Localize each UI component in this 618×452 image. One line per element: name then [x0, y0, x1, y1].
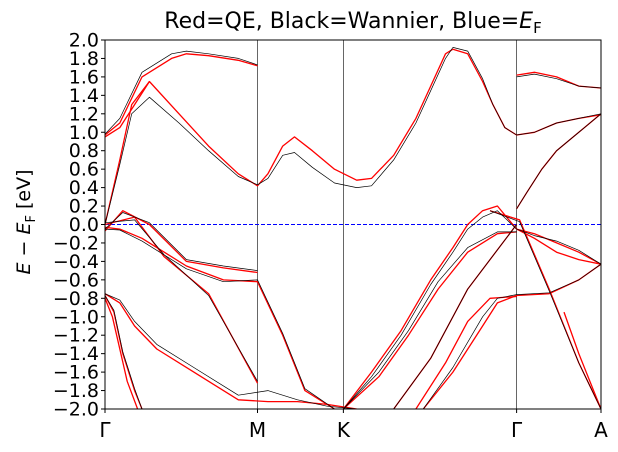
wannier-band-13 [423, 263, 601, 409]
x-tick-label: K [337, 418, 351, 442]
wannier-band-7 [452, 47, 601, 136]
wannier-band-1 [105, 228, 335, 409]
qe-band-17 [516, 228, 601, 265]
y-tick-label: −1.4 [53, 343, 99, 365]
qe-band-13 [342, 231, 517, 409]
y-tick-label: −1.2 [53, 325, 99, 347]
y-tick-label: −0.2 [53, 232, 99, 254]
wannier-band-14 [516, 228, 601, 265]
wannier-band-9 [516, 73, 601, 89]
chart-title: Red=QE, Black=Wannier, Blue=EF [164, 9, 541, 37]
y-tick-label: 1.4 [69, 85, 99, 107]
qe-band-0 [105, 210, 258, 274]
y-tick-label: −0.8 [53, 288, 99, 310]
wannier-band-8 [516, 113, 601, 209]
y-tick-label: 0.6 [69, 159, 99, 181]
y-tick-label: 1.6 [69, 66, 99, 88]
qe-band-4 [105, 295, 143, 409]
y-axis: −2.0−1.8−1.6−1.4−1.2−1.0−0.8−0.6−0.4−0.2… [53, 30, 105, 421]
wannier-band-12 [393, 224, 517, 409]
y-axis-label: E − EF [eV] [13, 169, 39, 274]
wannier-band-10 [343, 210, 517, 409]
qe-band-9 [452, 48, 601, 136]
wannier-band-5 [105, 50, 258, 135]
wannier-band-4 [105, 295, 143, 409]
qe-band-1 [105, 226, 335, 409]
wannier-band-3 [105, 293, 357, 409]
y-tick-label: −2.0 [53, 399, 99, 421]
qe-band-18 [516, 228, 601, 265]
qe-band-20 [563, 311, 601, 409]
x-tick-label: Γ [99, 418, 111, 442]
qe-band-15 [415, 295, 517, 409]
wannier-band-11 [343, 231, 517, 409]
qe-band-5 [105, 298, 139, 409]
qe-band-3 [105, 293, 357, 409]
y-tick-label: −1.6 [53, 362, 99, 384]
y-tick-label: −1.8 [53, 380, 99, 402]
y-tick-label: 1.2 [69, 103, 99, 125]
y-tick-label: 1.0 [69, 122, 99, 144]
y-tick-label: 0.4 [69, 177, 99, 199]
y-tick-label: 0.8 [69, 140, 99, 162]
wannier-band-15 [489, 210, 601, 409]
series-qe [105, 48, 601, 409]
y-tick-label: −0.4 [53, 251, 99, 273]
y-tick-label: 2.0 [69, 30, 99, 52]
x-tick-label: M [249, 418, 266, 442]
y-tick-label: −1.0 [53, 306, 99, 328]
qe-band-8 [105, 81, 150, 138]
series-wannier [105, 47, 601, 409]
x-tick-label: A [594, 418, 608, 442]
qe-band-2 [105, 216, 259, 384]
qe-band-16 [422, 263, 601, 409]
qe-band-6 [105, 53, 258, 136]
wannier-band-0 [105, 212, 258, 271]
qe-band-19 [489, 210, 601, 409]
wannier-band-2 [105, 219, 258, 382]
y-tick-label: 0.0 [69, 214, 99, 236]
y-tick-label: −0.6 [53, 269, 99, 291]
y-tick-label: 1.8 [69, 48, 99, 70]
qe-band-7 [105, 48, 454, 225]
wannier-band-6 [105, 47, 454, 225]
plot-area [105, 40, 601, 409]
qe-band-12 [342, 205, 518, 409]
qe-band-10 [516, 113, 601, 210]
x-tick-label: Γ [511, 418, 523, 442]
plot-frame [104, 39, 602, 410]
y-tick-label: 0.2 [69, 196, 99, 218]
